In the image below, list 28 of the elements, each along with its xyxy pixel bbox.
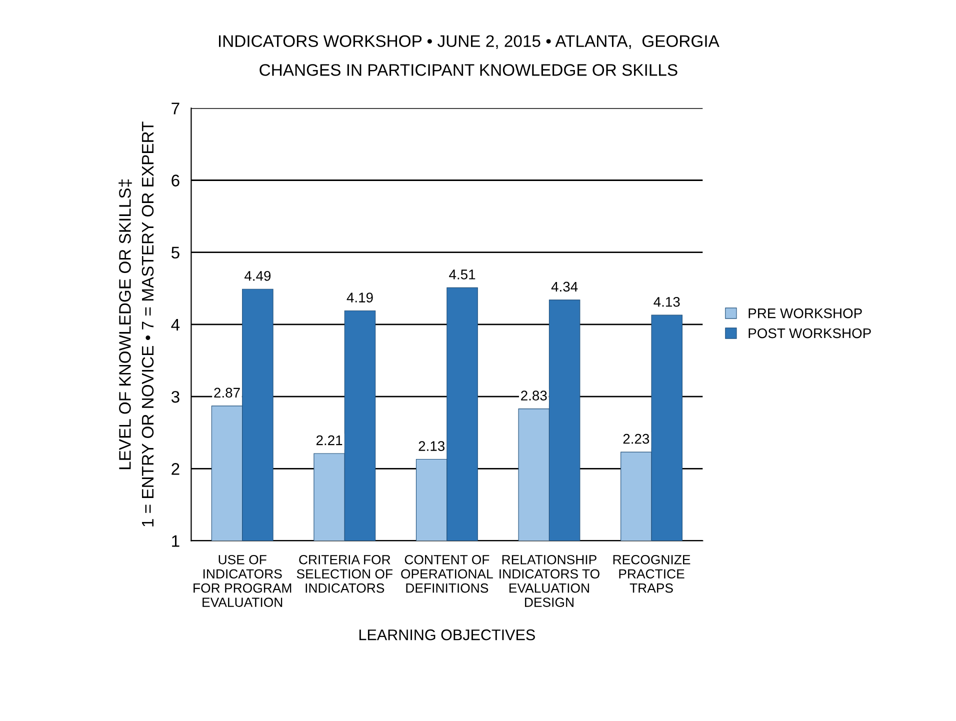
legend-label: PRE WORKSHOP xyxy=(748,308,862,318)
data-label: 4.34 xyxy=(551,282,578,292)
y-tick-label: 4 xyxy=(171,319,180,330)
data-label: 2.21 xyxy=(316,435,342,446)
data-label: 2.23 xyxy=(623,434,650,444)
data-label: 2.87 xyxy=(214,388,240,398)
y-tick-label: 7 xyxy=(172,102,180,114)
x-tick-label: CRITERIA FOR SELECTION OF INDICATORS xyxy=(296,554,392,593)
y-tick-label: 5 xyxy=(171,246,180,259)
data-label: 4.51 xyxy=(449,270,476,280)
y-tick-label: 1 xyxy=(172,535,180,547)
y-axis-title: LEVEL OF KNOWLEDGE OR SKILLS‡ 1 = ENTRY OR NOVICE • 7 = MASTERY OR EXPERT xyxy=(118,122,154,526)
x-tick-label: CONTENT OF OPERATIONAL DEFINITIONS xyxy=(401,554,493,593)
data-label: 4.19 xyxy=(346,292,373,302)
data-label: 4.13 xyxy=(654,296,680,307)
data-label: 2.83 xyxy=(521,390,547,401)
x-tick-label: RECOGNIZE PRACTICE TRAPS xyxy=(613,554,690,593)
y-tick-label: 2 xyxy=(172,463,180,475)
x-tick-label: RELATIONSHIP INDICATORS TO EVALUATION DESIGN xyxy=(500,554,600,607)
chart-subtitle: CHANGES IN PARTICIPANT KNOWLEDGE OR SKILLS xyxy=(260,64,678,76)
data-label: 2.13 xyxy=(418,441,444,451)
y-tick-label: 6 xyxy=(172,174,180,186)
chart-title: INDICATORS WORKSHOP • JUNE 2, 2015 • ATLANTA, GEORGIA xyxy=(219,35,720,49)
data-label: 4.49 xyxy=(244,270,271,281)
y-tick-label: 3 xyxy=(171,390,180,403)
x-tick-label: USE OF INDICATORS FOR PROGRAM EVALUATION xyxy=(194,554,292,607)
x-axis-title: LEARNING OBJECTIVES xyxy=(359,629,535,640)
legend-label: POST WORKSHOP xyxy=(748,328,871,338)
